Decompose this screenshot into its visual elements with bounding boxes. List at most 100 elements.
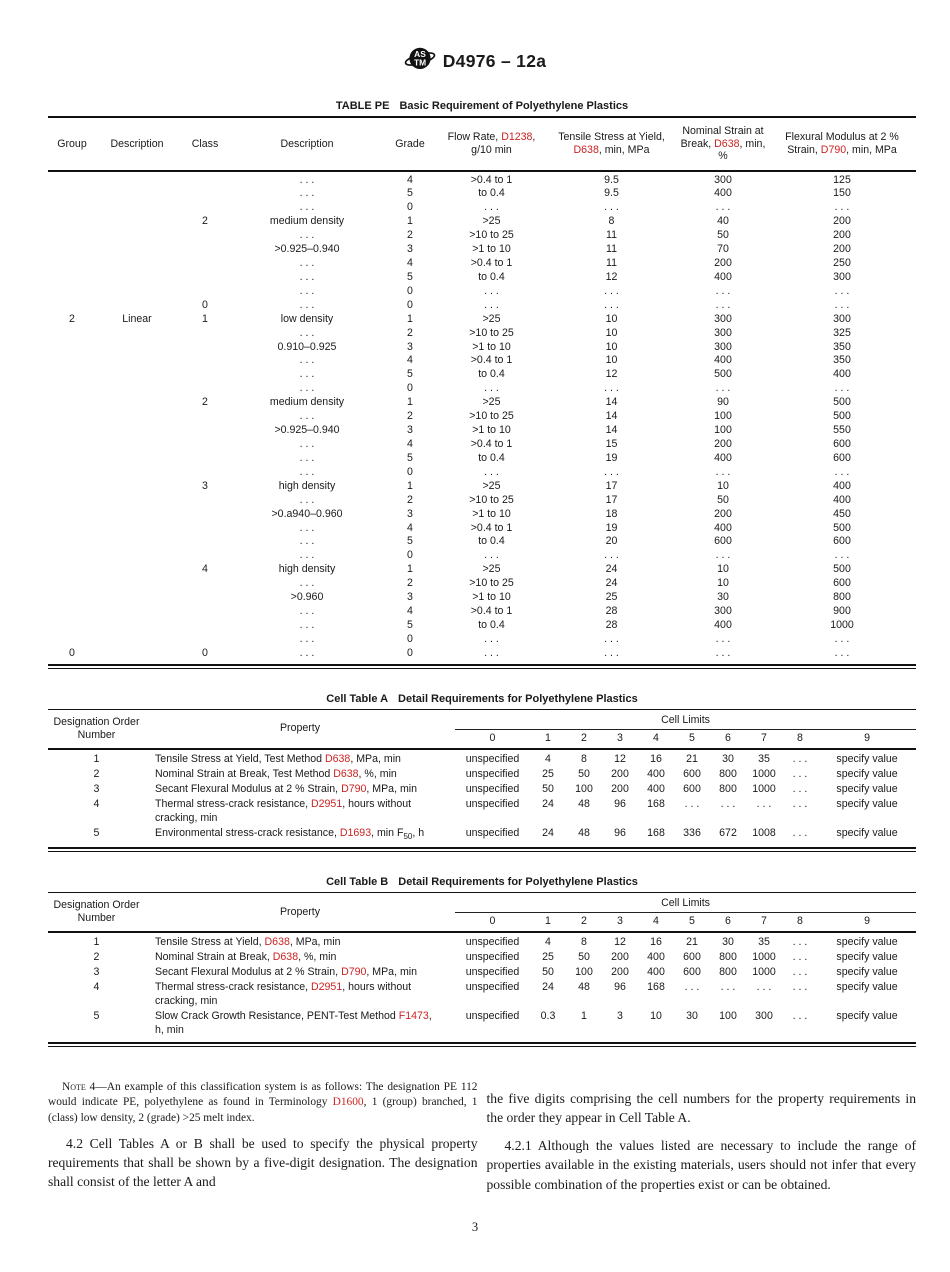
- cell-table-a-label: Cell Table A: [326, 692, 389, 705]
- reference-link: D2951: [311, 981, 343, 994]
- cell-table-b-body: 1 Tensile Stress at Yield, D638, MPa, min…: [48, 932, 916, 1041]
- table-row: 1 Tensile Stress at Yield, D638, MPa, min…: [48, 932, 916, 950]
- table-cell: . . .: [299, 410, 315, 423]
- table-cell: >10 to 25: [469, 577, 514, 590]
- table-cell: 200: [833, 215, 851, 228]
- limit-cell: unspecified: [465, 782, 520, 795]
- text-segment: Description: [280, 137, 334, 150]
- table-cell: [96, 201, 178, 215]
- designation-number-cell: 4: [93, 797, 100, 810]
- table-cell: 3: [407, 424, 413, 437]
- table-cell: 5: [407, 368, 413, 381]
- table-cell: 3: [407, 243, 413, 256]
- reference-link: D1238: [501, 131, 533, 144]
- limit-cell: 48: [578, 826, 590, 839]
- text-segment: Flow Rate,: [447, 131, 502, 144]
- table-cell: 350: [833, 354, 851, 367]
- text-segment: , MPa, min: [350, 752, 401, 765]
- table-row: >0.925–0.940 3 >1 to 10 14 100 550: [48, 424, 916, 438]
- limit-cell: . . .: [792, 966, 808, 979]
- table-cell: 10: [605, 326, 618, 339]
- cell-table-a-section: Cell Table A Detail Requirements for Poly…: [48, 692, 917, 853]
- table-cell: . . .: [715, 465, 731, 478]
- table-cell: 400: [714, 187, 732, 200]
- table-pe-body: . . . 4 >0.4 to 1 9.5 300 125. . . 5 to 0.4 9.5 4…: [48, 171, 916, 664]
- table-cell: 50: [717, 229, 729, 242]
- table-cell: to 0.4: [478, 368, 505, 381]
- limit-cell: 100: [719, 1010, 737, 1023]
- table-cell: 14: [605, 410, 618, 423]
- table-cell: >1 to 10: [472, 591, 511, 604]
- table-cell: . . .: [299, 577, 315, 590]
- limit-cell: 8: [581, 936, 587, 949]
- astm-logo-icon: AS TM: [404, 44, 436, 79]
- table-row: . . . 0 . . . . . . . . . . . .: [48, 633, 916, 647]
- table-cell: . . .: [715, 284, 731, 297]
- limit-cell: 1008: [752, 826, 776, 839]
- table-cell: >0.960: [290, 591, 324, 604]
- table-row: 1 Tensile Stress at Yield, Test Method D6…: [48, 749, 916, 767]
- table-cell: 4: [407, 257, 413, 270]
- text-segment: , hours without cracking, min: [155, 797, 412, 824]
- table-cell: 10: [717, 479, 729, 492]
- table-row: 2 Linear 1 low density 1 >25 10 300 300: [48, 313, 916, 327]
- column-header: Flow Rate, D1238, g/10 min: [438, 117, 545, 171]
- table-cell: [96, 299, 178, 313]
- table-cell: >1 to 10: [472, 424, 511, 437]
- text-segment: , h: [412, 826, 425, 839]
- column-header: 5: [689, 731, 695, 744]
- column-header-cell-limits: Cell Limits: [455, 892, 917, 914]
- column-header-property: Property: [279, 722, 321, 735]
- limit-cell: unspecified: [465, 936, 520, 949]
- text-segment: , hours without cracking, min: [155, 981, 412, 1008]
- reference-link: D790: [341, 782, 367, 795]
- table-cell: 10: [605, 340, 618, 353]
- table-cell: . . .: [299, 632, 315, 645]
- column-header: Group: [48, 117, 96, 171]
- limit-cell: 336: [683, 826, 701, 839]
- text-segment: Environmental stress-crack resistance,: [155, 826, 340, 839]
- table-cell: [178, 201, 232, 215]
- table-cell: . . .: [834, 646, 850, 659]
- table-cell: [178, 229, 232, 243]
- table-cell: [178, 577, 232, 591]
- column-header-property: Property: [279, 905, 321, 918]
- table-cell: 0: [407, 284, 413, 297]
- page-footer: 3: [0, 1218, 950, 1236]
- limit-cell: 800: [719, 782, 737, 795]
- reference-link: F1473: [398, 1010, 429, 1023]
- table-cell: 1: [202, 312, 208, 325]
- table-cell: [96, 396, 178, 410]
- limit-cell: 300: [755, 1010, 773, 1023]
- table-cell: [48, 257, 96, 271]
- table-row: >0.a940–0.960 3 >1 to 10 18 200 450: [48, 508, 916, 522]
- limit-cell: 672: [719, 826, 737, 839]
- table-cell: medium density: [269, 396, 345, 409]
- table-cell: to 0.4: [478, 187, 505, 200]
- column-header: Flexural Modulus at 2 % Strain, D790, mi…: [768, 117, 916, 171]
- property-cell: Thermal stress-crack resistance, D2951, …: [145, 797, 455, 826]
- table-cell: 400: [714, 619, 732, 631]
- reference-link: D2951: [311, 797, 343, 810]
- table-cell: . . .: [299, 173, 315, 186]
- table-cell: 2: [202, 396, 208, 409]
- table-cell: 0.910–0.925: [277, 340, 337, 353]
- table-cell: to 0.4: [478, 451, 505, 464]
- table-cell: . . .: [299, 270, 315, 283]
- table-cell: 12: [605, 270, 618, 283]
- designation-number-cell: 1: [93, 936, 100, 949]
- table-cell: 100: [714, 424, 732, 437]
- table-cell: 2: [407, 493, 413, 506]
- table-cell: 9.5: [604, 173, 619, 186]
- table-cell: . . .: [604, 382, 619, 395]
- table-cell: . . .: [715, 646, 731, 659]
- table-row: 2 Nominal Strain at Break, D638, %, min un…: [48, 951, 916, 966]
- limit-cell: . . .: [792, 951, 808, 964]
- table-cell: [48, 299, 96, 313]
- limit-cell: 4: [545, 936, 551, 949]
- table-cell: 500: [833, 396, 851, 409]
- limit-cell: 200: [611, 782, 629, 795]
- table-cell: 14: [605, 396, 618, 409]
- limit-cell: 100: [575, 782, 593, 795]
- table-cell: [48, 368, 96, 382]
